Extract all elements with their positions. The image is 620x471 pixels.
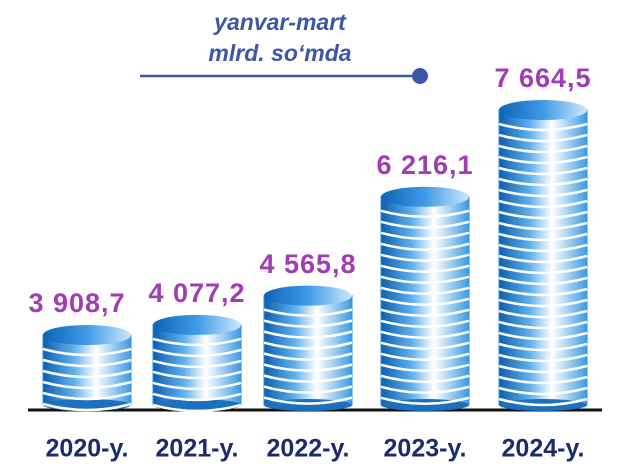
coin-top (499, 100, 587, 120)
coin-top (153, 315, 241, 335)
coin-top (381, 187, 469, 207)
x-tick-label: 2020-y. (46, 435, 129, 463)
subtitle: mlrd. so‘mda (208, 40, 351, 66)
x-tick-label: 2024-y. (502, 435, 585, 463)
decor-dot (412, 68, 428, 84)
bar (43, 335, 131, 405)
value-label: 6 216,1 (376, 150, 473, 180)
value-label: 3 908,7 (28, 288, 125, 318)
x-tick-label: 2023-y. (384, 435, 467, 463)
subtitle: yanvar-mart (213, 9, 347, 35)
chart: yanvar-mart mlrd. so‘mda 2020-y. 3 908,7 2… (0, 0, 620, 471)
x-tick-label: 2021-y. (156, 435, 239, 463)
coin-top (43, 325, 131, 345)
coin-top (264, 286, 352, 306)
x-tick-label: 2022-y. (267, 435, 350, 463)
value-label: 4 077,2 (148, 278, 245, 308)
value-label: 7 664,5 (494, 63, 591, 93)
value-label: 4 565,8 (259, 249, 356, 279)
